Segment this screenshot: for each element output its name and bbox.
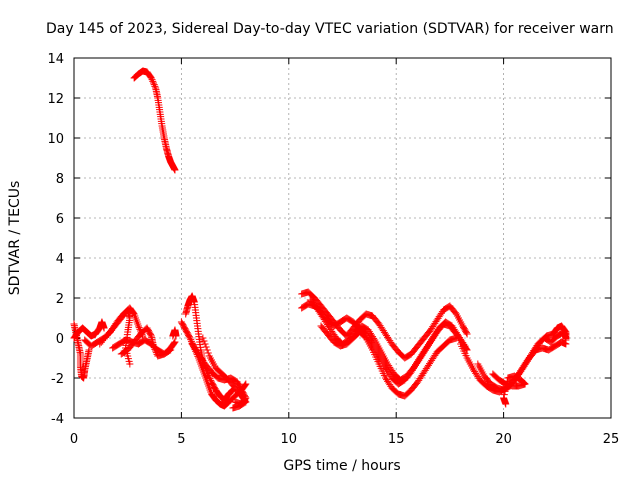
x-tick-label: 0 [70,432,78,447]
y-tick-label: 4 [56,252,64,267]
data-point [228,387,236,395]
data-point [135,324,143,332]
x-tick-label: 5 [177,432,185,447]
series-arc-8 [130,67,179,174]
series-arc-1 [70,320,93,382]
data-point [147,74,155,82]
x-tick-label: 10 [281,432,298,447]
y-tick-label: 8 [56,172,64,187]
grid-lines [74,58,611,418]
x-axis-ticks: 0 5 10 15 20 25 [70,58,619,447]
data-point [151,345,159,353]
data-point [97,338,105,346]
data-point [462,329,470,337]
data-point [85,346,93,354]
data-point [186,334,194,342]
data-point [501,387,509,395]
data-point [152,347,160,355]
data-point [502,381,510,389]
data-points [70,67,570,412]
data-point [134,322,142,330]
data-point [171,338,179,346]
series-arc-7 [169,326,180,340]
y-tick-label: 14 [47,52,64,67]
x-axis-label: GPS time / hours [283,458,400,474]
data-point [100,335,108,343]
data-point [205,373,213,381]
x-tick-label: 25 [603,432,620,447]
data-point [502,384,510,392]
y-tick-label: -2 [51,372,64,387]
chart-title: Day 145 of 2023, Sidereal Day-to-day VTE… [46,21,614,37]
y-axis-label: SDTVAR / TECUs [7,181,23,296]
data-point [149,342,157,350]
data-point [96,340,104,348]
y-tick-label: 6 [56,212,64,227]
data-point [102,333,110,341]
data-point [229,404,237,412]
data-point [201,340,209,348]
data-point [199,334,207,342]
data-point [100,324,108,332]
x-tick-label: 20 [495,432,512,447]
y-axis-ticks: -4 -2 0 2 4 6 8 10 12 14 [47,52,611,427]
y-tick-label: 12 [47,92,64,107]
series-arc-19 [489,370,529,408]
x-tick-label: 15 [388,432,405,447]
data-point [166,347,174,355]
data-point [151,82,159,90]
data-point [150,344,158,352]
data-point [149,77,157,85]
data-point [241,381,249,389]
series-arc-16 [317,322,460,400]
data-point [147,331,155,339]
series-arc-12 [199,334,250,412]
data-point [171,166,179,174]
data-point [370,334,378,342]
data-point [204,349,212,357]
data-point [203,346,211,354]
data-point [200,337,208,345]
data-point [504,374,512,382]
series-arc-20 [530,322,570,356]
series-arc-15 [306,296,469,384]
data-point [170,339,178,347]
plot-frame [73,57,612,419]
data-point [206,375,214,383]
series-arc-2 [70,318,108,342]
data-point [502,400,510,408]
data-point [202,343,210,351]
data-point [463,330,471,338]
series-arc-6 [117,324,175,360]
y-tick-label: 2 [56,292,64,307]
data-point [185,333,193,341]
data-point [148,76,156,84]
data-point [242,380,250,388]
data-point [149,79,157,87]
y-tick-label: 10 [47,132,64,147]
y-tick-label: 0 [56,332,64,347]
data-point [503,377,511,385]
y-tick-label: -4 [51,412,64,427]
data-point [167,346,175,354]
data-point [562,336,570,344]
data-point [150,81,158,89]
data-point [126,360,134,368]
data-point [99,337,107,345]
data-point [172,332,180,340]
data-point [452,334,460,342]
data-point [187,336,195,344]
